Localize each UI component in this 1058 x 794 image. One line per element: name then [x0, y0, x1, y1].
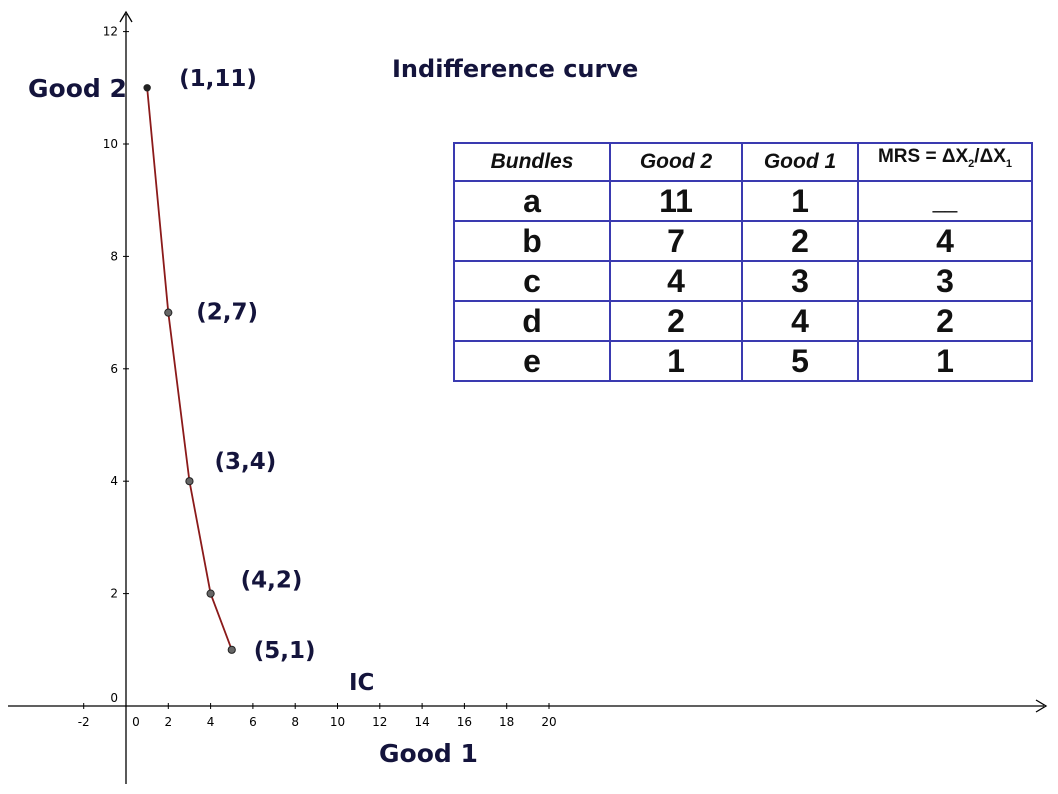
x-axis-arrow	[1035, 699, 1048, 713]
y-tick-label: 8	[110, 249, 118, 263]
indifference-curve	[146, 87, 233, 651]
x-axis-label: Good 1	[379, 739, 478, 768]
point-label: (4,2)	[241, 568, 303, 594]
header-bundles: Bundles	[453, 142, 611, 182]
cell-good2: 2	[609, 300, 743, 342]
y-tick-label: 4	[110, 474, 118, 488]
cell-mrs: 2	[857, 300, 1033, 342]
x-tick-label: 14	[414, 715, 429, 729]
y-tick-label: 10	[103, 137, 118, 151]
header-good1: Good 1	[741, 142, 859, 182]
data-point	[227, 645, 236, 654]
data-point	[143, 84, 151, 92]
table-row: a 11 1 __	[453, 180, 1033, 222]
axes	[8, 10, 1048, 784]
curve-label-ic: IC	[349, 670, 374, 696]
cell-good1: 2	[741, 220, 859, 262]
y-axis-arrow	[119, 10, 133, 23]
x-tick-label: 18	[499, 715, 514, 729]
cell-bundle: b	[453, 220, 611, 262]
cell-mrs: 3	[857, 260, 1033, 302]
data-points	[143, 84, 236, 654]
header-good2: Good 2	[609, 142, 743, 182]
mrs-table: Bundles Good 2 Good 1 MRS = ΔX2/ΔX1 a 11…	[453, 142, 1033, 382]
x-tick-label: 10	[330, 715, 345, 729]
y-tick-label: 6	[110, 362, 118, 376]
cell-bundle: a	[453, 180, 611, 222]
table-header-row: Bundles Good 2 Good 1 MRS = ΔX2/ΔX1	[453, 142, 1033, 182]
data-point	[206, 589, 215, 598]
table-row: c 4 3 3	[453, 260, 1033, 302]
cell-bundle: e	[453, 340, 611, 382]
x-tick-label: -2	[78, 715, 90, 729]
cell-good2: 7	[609, 220, 743, 262]
cell-good2: 1	[609, 340, 743, 382]
tick-marks: -2 0 2 4 6 8 10 12 14 16 18 20 0 2 4 6 8 10 12	[78, 25, 557, 729]
header-mrs: MRS = ΔX2/ΔX1	[857, 142, 1033, 182]
data-point	[164, 308, 173, 317]
table-row: b 7 2 4	[453, 220, 1033, 262]
y-tick-label: 12	[103, 25, 118, 39]
x-tick-label: 16	[457, 715, 472, 729]
table-row: e 1 5 1	[453, 340, 1033, 382]
x-tick-label: 6	[249, 715, 257, 729]
point-label: (1,11)	[179, 66, 257, 92]
x-tick-label: 0	[132, 715, 140, 729]
x-tick-label: 12	[372, 715, 387, 729]
cell-good2: 4	[609, 260, 743, 302]
cell-good1: 1	[741, 180, 859, 222]
cell-good2: 11	[609, 180, 743, 222]
point-label: (2,7)	[196, 300, 258, 326]
cell-mrs: 1	[857, 340, 1033, 382]
data-point	[185, 477, 194, 486]
cell-good1: 5	[741, 340, 859, 382]
chart-title: Indifference curve	[392, 55, 638, 83]
cell-mrs: __	[857, 180, 1033, 222]
cell-bundle: d	[453, 300, 611, 342]
y-axis-label: Good 2	[28, 74, 127, 103]
cell-mrs: 4	[857, 220, 1033, 262]
x-tick-label: 2	[164, 715, 172, 729]
x-tick-label: 20	[541, 715, 556, 729]
cell-good1: 4	[741, 300, 859, 342]
point-label: (5,1)	[254, 638, 316, 664]
table-row: d 2 4 2	[453, 300, 1033, 342]
x-tick-label: 8	[291, 715, 299, 729]
cell-bundle: c	[453, 260, 611, 302]
point-label: (3,4)	[214, 449, 276, 475]
point-labels: (1,11) (2,7) (3,4) (4,2) (5,1)	[179, 66, 315, 664]
cell-good1: 3	[741, 260, 859, 302]
y-tick-label: 0	[110, 691, 118, 705]
ic-series-line	[146, 87, 233, 651]
x-tick-label: 4	[207, 715, 215, 729]
y-tick-label: 2	[110, 587, 118, 601]
